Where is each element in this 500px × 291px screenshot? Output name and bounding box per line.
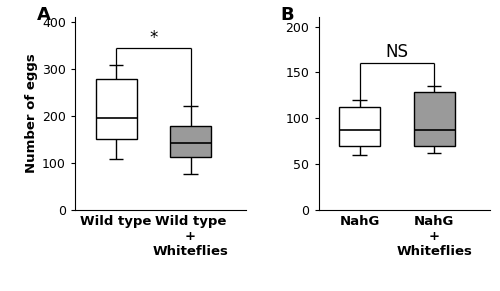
FancyBboxPatch shape xyxy=(96,79,136,139)
FancyBboxPatch shape xyxy=(170,126,211,157)
Text: *: * xyxy=(149,29,158,47)
FancyBboxPatch shape xyxy=(339,107,380,146)
Text: A: A xyxy=(38,6,51,24)
FancyBboxPatch shape xyxy=(414,93,455,146)
Text: NS: NS xyxy=(386,43,408,61)
Y-axis label: Number of eggs: Number of eggs xyxy=(25,54,38,173)
Text: B: B xyxy=(281,6,294,24)
